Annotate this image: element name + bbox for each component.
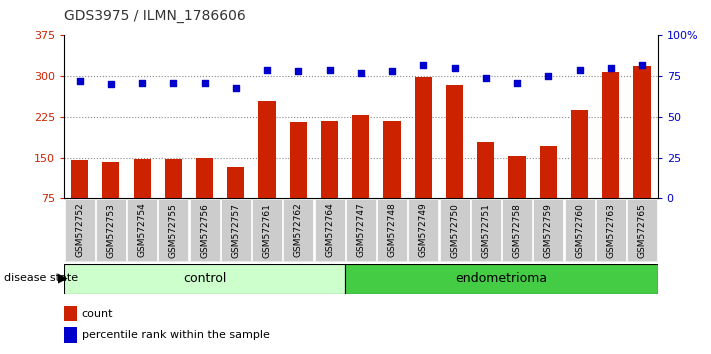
Point	[293, 68, 304, 74]
FancyBboxPatch shape	[346, 199, 376, 261]
FancyBboxPatch shape	[377, 199, 407, 261]
Text: GSM572763: GSM572763	[606, 202, 615, 258]
FancyBboxPatch shape	[533, 199, 563, 261]
Point	[137, 80, 148, 85]
FancyBboxPatch shape	[64, 264, 346, 294]
Text: GSM572758: GSM572758	[513, 202, 522, 258]
Point	[636, 62, 648, 68]
Point	[199, 80, 210, 85]
FancyBboxPatch shape	[127, 199, 157, 261]
Text: GSM572754: GSM572754	[138, 203, 146, 257]
Bar	[134, 159, 151, 198]
Text: GSM572753: GSM572753	[107, 202, 115, 258]
Bar	[602, 72, 619, 198]
Text: disease state: disease state	[4, 273, 77, 283]
FancyBboxPatch shape	[471, 199, 501, 261]
Point	[574, 67, 585, 73]
Text: percentile rank within the sample: percentile rank within the sample	[82, 330, 269, 340]
Bar	[102, 162, 119, 198]
Bar	[477, 142, 494, 198]
Point	[262, 67, 273, 73]
Point	[417, 62, 429, 68]
Point	[230, 85, 242, 90]
Text: GSM572750: GSM572750	[450, 202, 459, 258]
Bar	[352, 115, 370, 198]
Point	[105, 81, 117, 87]
Bar	[415, 77, 432, 198]
FancyBboxPatch shape	[502, 199, 532, 261]
Text: GSM572764: GSM572764	[325, 203, 334, 257]
Bar	[71, 160, 88, 198]
Bar	[508, 156, 525, 198]
Text: count: count	[82, 309, 113, 319]
Text: GSM572757: GSM572757	[231, 202, 240, 258]
Text: GSM572748: GSM572748	[387, 203, 397, 257]
Text: GSM572755: GSM572755	[169, 202, 178, 258]
Bar	[321, 121, 338, 198]
Text: control: control	[183, 272, 226, 285]
Text: GSM572756: GSM572756	[200, 202, 209, 258]
Bar	[571, 110, 588, 198]
Text: endometrioma: endometrioma	[455, 272, 547, 285]
Bar	[634, 66, 651, 198]
Point	[480, 75, 491, 81]
FancyBboxPatch shape	[96, 199, 126, 261]
FancyBboxPatch shape	[284, 199, 314, 261]
Bar	[228, 167, 245, 198]
FancyBboxPatch shape	[596, 199, 626, 261]
FancyBboxPatch shape	[627, 199, 657, 261]
Bar	[540, 146, 557, 198]
FancyBboxPatch shape	[408, 199, 438, 261]
Text: GSM572747: GSM572747	[356, 203, 365, 257]
Point	[324, 67, 336, 73]
Point	[449, 65, 460, 71]
FancyBboxPatch shape	[65, 199, 95, 261]
FancyBboxPatch shape	[159, 199, 188, 261]
FancyBboxPatch shape	[252, 199, 282, 261]
Text: ▶: ▶	[58, 272, 68, 284]
FancyBboxPatch shape	[314, 199, 345, 261]
Point	[355, 70, 367, 76]
Text: GSM572765: GSM572765	[638, 202, 646, 258]
Point	[511, 80, 523, 85]
Bar	[165, 159, 182, 198]
Bar	[383, 121, 401, 198]
Point	[74, 78, 85, 84]
Point	[386, 68, 397, 74]
FancyBboxPatch shape	[346, 264, 658, 294]
Bar	[290, 122, 307, 198]
Text: GSM572752: GSM572752	[75, 203, 84, 257]
Text: GSM572761: GSM572761	[262, 202, 272, 258]
Bar	[446, 85, 463, 198]
Point	[168, 80, 179, 85]
Text: GSM572762: GSM572762	[294, 203, 303, 257]
Text: GSM572760: GSM572760	[575, 202, 584, 258]
FancyBboxPatch shape	[190, 199, 220, 261]
FancyBboxPatch shape	[565, 199, 594, 261]
Text: GSM572759: GSM572759	[544, 202, 553, 258]
Point	[542, 73, 554, 79]
Text: GSM572751: GSM572751	[481, 202, 491, 258]
Bar	[196, 158, 213, 198]
Text: GSM572749: GSM572749	[419, 203, 428, 257]
FancyBboxPatch shape	[439, 199, 469, 261]
Point	[605, 65, 616, 71]
Text: GDS3975 / ILMN_1786606: GDS3975 / ILMN_1786606	[64, 9, 246, 23]
FancyBboxPatch shape	[221, 199, 251, 261]
Bar	[259, 101, 276, 198]
